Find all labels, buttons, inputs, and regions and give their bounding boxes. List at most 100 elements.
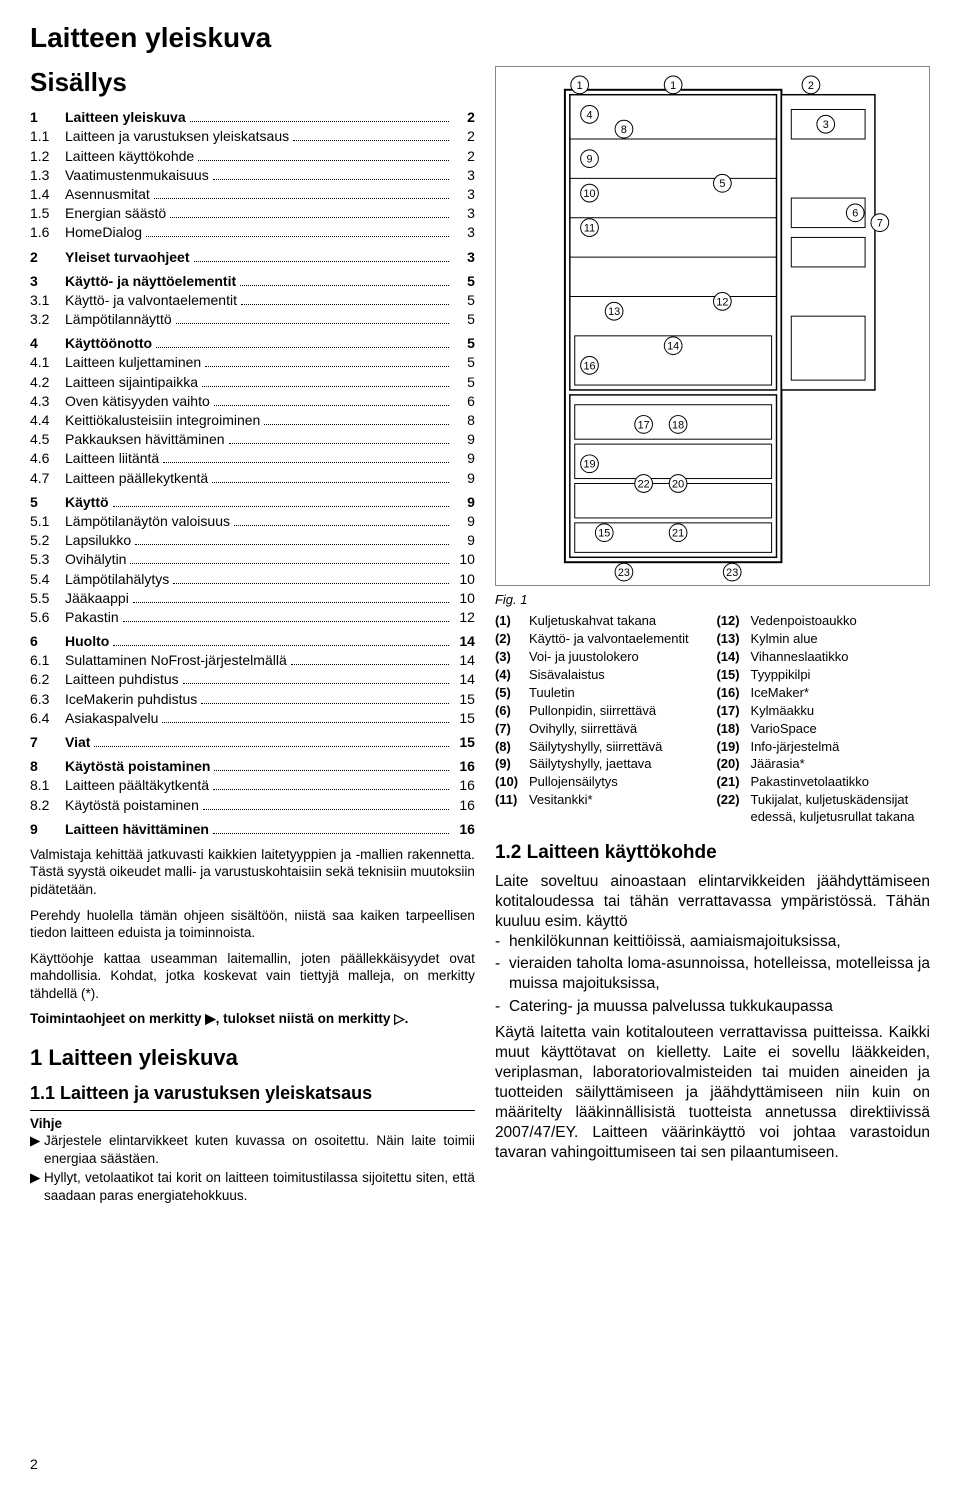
legend-row: (3)Voi- ja juustolokero (495, 649, 709, 666)
section-1-heading: 1 Laitteen yleiskuva (30, 1044, 475, 1073)
legend-text: Ovihylly, siirrettävä (529, 721, 709, 738)
toc-row: 9Laitteen hävittäminen16 (30, 820, 475, 838)
toc-page: 10 (453, 589, 475, 607)
toc-label: Pakastin (65, 608, 119, 626)
svg-text:1: 1 (577, 80, 583, 92)
toc-label: Yleiset turvaohjeet (65, 248, 190, 266)
toc-num: 5.2 (30, 531, 65, 549)
legend-num: (22) (716, 792, 750, 826)
toc-dots (163, 449, 449, 463)
svg-text:2: 2 (808, 80, 814, 92)
toc-row: 6.3IceMakerin puhdistus15 (30, 690, 475, 708)
dash-text: vieraiden taholta loma-asunnoissa, hotel… (509, 954, 930, 994)
toc-row: 5.5Jääkaappi10 (30, 589, 475, 607)
legend-num: (18) (716, 721, 750, 738)
toc-page: 3 (453, 223, 475, 241)
toc-num: 6.2 (30, 670, 65, 688)
legend-num: (2) (495, 631, 529, 648)
toc-page: 2 (453, 108, 475, 126)
toc-row: 4.2Laitteen sijaintipaikka5 (30, 373, 475, 391)
toc-label: Asennusmitat (65, 185, 150, 203)
svg-text:7: 7 (877, 218, 883, 230)
toc-page: 9 (453, 531, 475, 549)
legend-num: (10) (495, 774, 529, 791)
page-title: Laitteen yleiskuva (30, 20, 930, 56)
toc-page: 15 (453, 709, 475, 727)
legend-text: Kylmin alue (750, 631, 930, 648)
toc-page: 16 (453, 796, 475, 814)
toc-row: 6.2Laitteen puhdistus14 (30, 670, 475, 688)
toc-row: 5.2Lapsilukko9 (30, 531, 475, 549)
toc-row: 4Käyttöönotto 5 (30, 334, 475, 352)
legend-row: (19)Info-järjestelmä (716, 739, 930, 756)
toc-page: 2 (453, 127, 475, 145)
toc-label: Asiakaspalvelu (65, 709, 158, 727)
legend-text: Kylmäakku (750, 703, 930, 720)
toc-label: Laitteen päältäkytkentä (65, 776, 209, 794)
legend-row: (15)Tyyppikilpi (716, 667, 930, 684)
toc-label: Laitteen puhdistus (65, 670, 179, 688)
toc-label: Käyttö- ja näyttöelementit (65, 272, 236, 290)
toc-page: 3 (453, 185, 475, 203)
section-1-2-heading: 1.2 Laitteen käyttökohde (495, 841, 930, 866)
legend-text: Vihanneslaatikko (750, 649, 930, 666)
toc-row: 6Huolto14 (30, 632, 475, 650)
svg-text:3: 3 (823, 120, 829, 132)
legend-row: (1)Kuljetuskahvat takana (495, 613, 709, 630)
legend-row: (9)Säilytyshylly, jaettava (495, 756, 709, 773)
legend-text: Tuuletin (529, 685, 709, 702)
toc-num: 4.7 (30, 469, 65, 487)
toc-num: 5.3 (30, 550, 65, 568)
dash-icon: - (495, 997, 509, 1017)
legend-num: (1) (495, 613, 529, 630)
toc-dots (198, 147, 449, 161)
toc-dots (123, 608, 449, 622)
legend-row: (17)Kylmäakku (716, 703, 930, 720)
hint-bullets: ▶Järjestele elintarvikkeet kuten kuvassa… (30, 1132, 475, 1204)
svg-text:15: 15 (598, 528, 610, 540)
legend-num: (3) (495, 649, 529, 666)
toc-dots (146, 223, 449, 237)
toc-num: 1.4 (30, 185, 65, 203)
legend-num: (15) (716, 667, 750, 684)
toc-dots (133, 589, 449, 603)
legend-text: Vesitankki* (529, 792, 709, 809)
appliance-diagram: 112 483 95 1011 67 1213 1416 1718 192220… (495, 66, 930, 586)
toc-page: 5 (453, 334, 475, 352)
contents-heading: Sisällys (30, 66, 475, 100)
dash-text: Catering- ja muussa palvelussa tukkukaup… (509, 997, 930, 1017)
toc-row: 5.1Lämpötilanäytön valoisuus9 (30, 512, 475, 530)
toc-label: Käyttöönotto (65, 334, 152, 352)
toc-dots (212, 469, 449, 483)
intro-paragraphs: Valmistaja kehittää jatkuvasti kaikkien … (30, 846, 475, 1002)
toc-label: Sulattaminen NoFrost-järjestelmällä (65, 651, 287, 669)
section-1-1-heading: 1.1 Laitteen ja varustuksen yleiskatsaus (30, 1082, 475, 1105)
toc-row: 1.2Laitteen käyttökohde2 (30, 147, 475, 165)
toc-page: 12 (453, 608, 475, 626)
svg-text:16: 16 (583, 361, 595, 373)
toc-row: 1.6HomeDialog3 (30, 223, 475, 241)
toc-dots (293, 127, 449, 141)
toc-page: 15 (453, 733, 475, 751)
body-bullets: -henkilökunnan keittiöissä, aamiaismajoi… (495, 932, 930, 1017)
toc-row: 4.3Oven kätisyyden vaihto6 (30, 392, 475, 410)
toc-row: 3Käyttö- ja näyttöelementit5 (30, 272, 475, 290)
legend-row: (8)Säilytyshylly, siirrettävä (495, 739, 709, 756)
svg-text:20: 20 (672, 479, 684, 491)
legend-num: (17) (716, 703, 750, 720)
toc-page: 9 (453, 493, 475, 511)
legend-text: Tyyppikilpi (750, 667, 930, 684)
toc-num: 4.3 (30, 392, 65, 410)
toc-label: Keittiökalusteisiin integroiminen (65, 411, 260, 429)
toc-dots (170, 204, 449, 218)
toc-page: 16 (453, 757, 475, 775)
toc-num: 3 (30, 272, 65, 290)
toc-row: 1.4Asennusmitat 3 (30, 185, 475, 203)
toc-num: 4 (30, 334, 65, 352)
toc-page: 3 (453, 248, 475, 266)
toc-num: 6 (30, 632, 65, 650)
toc-label: IceMakerin puhdistus (65, 690, 197, 708)
legend-num: (14) (716, 649, 750, 666)
toc-page: 9 (453, 469, 475, 487)
toc-page: 10 (453, 550, 475, 568)
